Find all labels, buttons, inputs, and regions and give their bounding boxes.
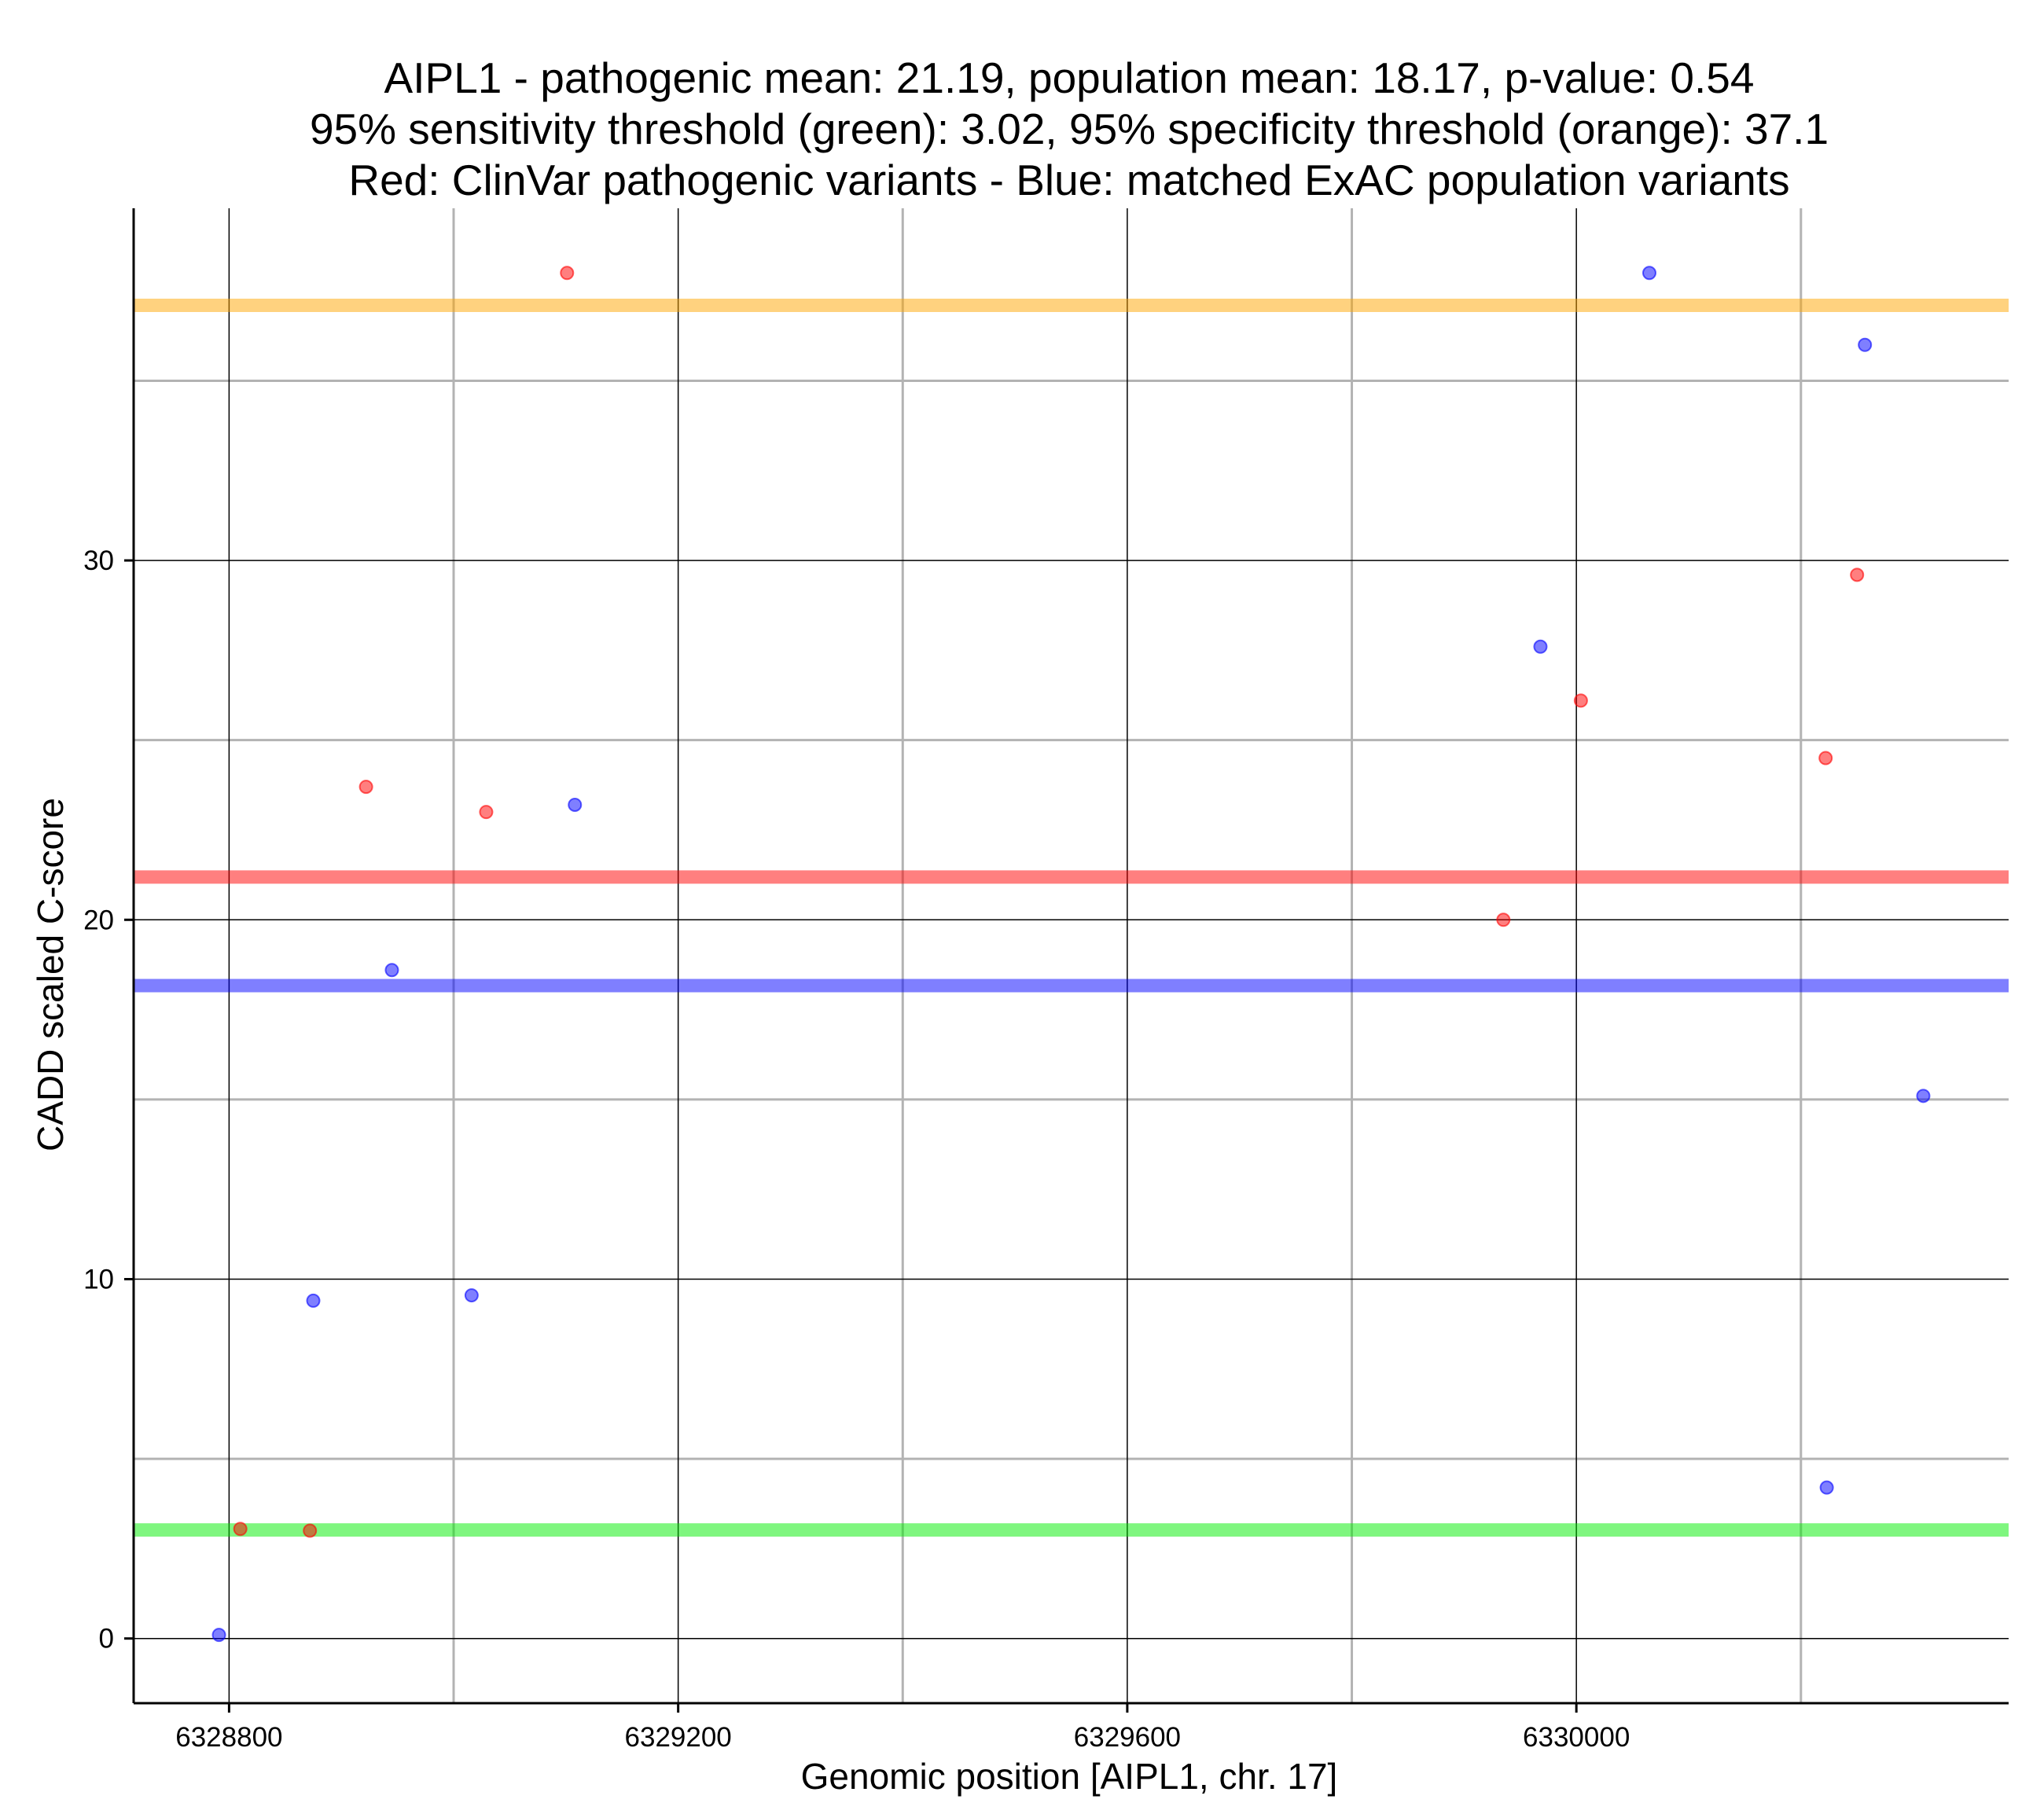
pathogenic-point [233,1522,248,1537]
pathogenic-point [1818,751,1833,766]
population-point [1533,639,1548,654]
population-point [1916,1089,1931,1103]
pathogenic-point [358,780,373,795]
x-tick-label: 6330000 [1523,1722,1630,1753]
population-point [211,1628,226,1643]
y-tick-label: 10 [83,1264,114,1294]
title-line-2: 95% sensitivity threshold (green): 3.02,… [310,105,1829,153]
population-point [1819,1480,1834,1495]
pathogenic-point [303,1523,318,1538]
pathogenic-point [479,805,494,820]
tick-labels: 6328800 6329200 6329600 6330000 0 10 20 30 [83,545,1630,1753]
y-tick-label: 0 [99,1624,114,1654]
pathogenic-point [1850,567,1865,582]
population-point [1641,266,1656,281]
population-point [306,1293,321,1308]
x-tick-label: 6328800 [175,1722,282,1753]
y-tick-label: 20 [83,905,114,935]
threshold-lines [134,298,2009,1537]
population-point [1858,337,1873,352]
y-tick-label: 30 [83,545,114,576]
pathogenic-point [1573,693,1588,708]
title-line-3: Red: ClinVar pathogenic variants - Blue:… [348,156,1789,204]
x-axis-title: Genomic position [AIPL1, chr. 17] [801,1756,1338,1797]
data-points [211,266,1931,1643]
x-tick-label: 6329200 [625,1722,732,1753]
axes [124,208,2009,1713]
x-tick-label: 6329600 [1074,1722,1181,1753]
pathogenic-point [560,266,575,281]
y-axis-title: CADD scaled C-score [30,798,71,1151]
population-point [568,797,583,812]
chart-title: AIPL1 - pathogenic mean: 21.19, populati… [310,53,1829,204]
grid-lines [134,208,2009,1703]
pathogenic-point [1496,913,1511,927]
population-point [464,1288,479,1303]
title-line-1: AIPL1 - pathogenic mean: 21.19, populati… [384,53,1755,102]
population-point [384,963,399,978]
